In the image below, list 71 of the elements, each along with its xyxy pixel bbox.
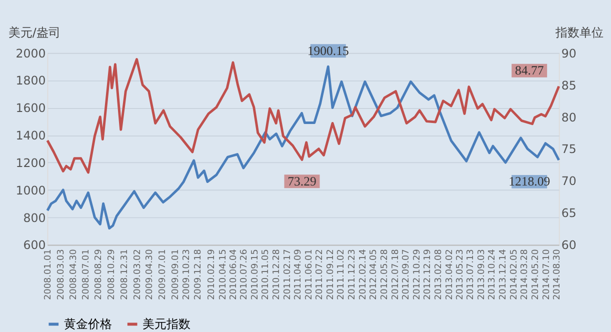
data-label: 73.29 (288, 174, 316, 188)
x-tick-label: 2008.10.29 (106, 249, 117, 300)
y2-tick-label: 75 (561, 142, 576, 156)
x-tick-label: 2011.11.02 (336, 249, 347, 300)
x-tick-label: 2010.12.28 (272, 248, 282, 300)
x-tick-label: 2008.12.31 (120, 249, 130, 300)
x-tick-label: 2014.02.05 (509, 249, 520, 300)
x-tick-label: 2012.12.19 (423, 249, 434, 300)
x-tick-label: 2013.09.03 (477, 249, 488, 300)
x-tick-label: 2009.07.01 (158, 249, 168, 300)
data-label: 1900.15 (307, 44, 349, 58)
x-tick-label: 2012.10.29 (412, 249, 422, 300)
x-tick-label: 2009.04.30 (145, 248, 156, 300)
y-tick-label: 1600 (16, 101, 46, 116)
data-label: 1218.09 (508, 174, 550, 189)
x-tick-label: 2010.06.04 (228, 248, 239, 300)
x-tick-label: 2010.04.15 (218, 249, 228, 300)
line-series (46, 58, 560, 174)
y-tick-label: 1200 (16, 156, 46, 170)
y2-tick-label: 70 (561, 174, 576, 188)
x-tick-label: 2011.06.01 (304, 249, 315, 300)
x-tick-label: 2008.01.01 (44, 249, 54, 300)
x-tick-label: 2013.12.14 (498, 248, 508, 300)
y2-tick-label: 65 (561, 206, 576, 220)
line-series (46, 65, 560, 230)
x-tick-label: 2009.09.01 (171, 249, 182, 300)
y2-axis-title: 指数单位 (554, 26, 604, 40)
x-tick-label: 2011.09.12 (326, 249, 336, 300)
x-tick-label: 2013.04.02 (444, 249, 455, 300)
x-tick-label: 2008.08.29 (94, 249, 104, 300)
x-tick-label: 2010.07.26 (240, 248, 250, 300)
x-tick-label: 2008.03.03 (56, 249, 67, 300)
x-tick-label: 2014.03.28 (520, 248, 530, 300)
y-tick-label: 2000 (16, 46, 46, 60)
x-tick-label: 2014.05.20 (531, 248, 542, 300)
x-tick-label: 2012.04.05 (369, 249, 380, 300)
y2-tick-label: 80 (561, 110, 576, 124)
x-tick-label: 2013.02.08 (434, 248, 444, 300)
x-tick-label: 2012.07.18 (390, 248, 401, 300)
data-label: 84.77 (514, 64, 544, 78)
x-tick-label: 2011.07.22 (315, 249, 326, 300)
x-tick-label: 2008.04.30 (68, 248, 79, 300)
legend-label: 美元指数 (142, 317, 191, 332)
x-tick-label: 2008.07.01 (82, 249, 92, 300)
x-tick-label: 2014.08.30 (552, 248, 563, 300)
x-tick-label: 2010.02.19 (206, 249, 217, 300)
y-tick-label: 1000 (16, 183, 46, 198)
x-tick-label: 2011.04.09 (293, 249, 304, 300)
x-tick-label: 2009.12.18 (194, 248, 204, 300)
legend-label: 黄金价格 (64, 317, 112, 332)
x-tick-label: 2009.10.23 (182, 249, 192, 300)
x-tick-label: 2012.09.07 (402, 249, 412, 300)
x-tick-label: 2010.11.05 (260, 249, 271, 300)
x-tick-label: 2013.07.13 (466, 249, 476, 300)
x-tick-label: 2012.05.28 (380, 248, 390, 300)
y2-tick-label: 85 (561, 78, 576, 92)
y-tick-label: 600 (23, 238, 46, 252)
x-tick-label: 2013.05.23 (456, 249, 466, 300)
y-tick-label: 1400 (16, 128, 46, 143)
x-tick-label: 2013.10.24 (488, 248, 498, 300)
x-tick-label: 2010.09.15 (250, 249, 260, 300)
x-tick-label: 2009.03.02 (132, 249, 143, 300)
y-axis-title: 美元/盎司 (8, 26, 60, 40)
y-tick-label: 1800 (16, 74, 46, 88)
y2-tick-label: 60 (561, 238, 576, 252)
y-tick-label: 800 (23, 210, 46, 225)
x-tick-label: 2011.02.17 (282, 249, 293, 300)
x-tick-label: 2011.12.23 (347, 249, 358, 300)
x-tick-label: 2012.02.14 (358, 248, 368, 300)
x-tick-label: 2014.07.10 (542, 248, 552, 300)
y2-tick-label: 90 (561, 46, 576, 60)
